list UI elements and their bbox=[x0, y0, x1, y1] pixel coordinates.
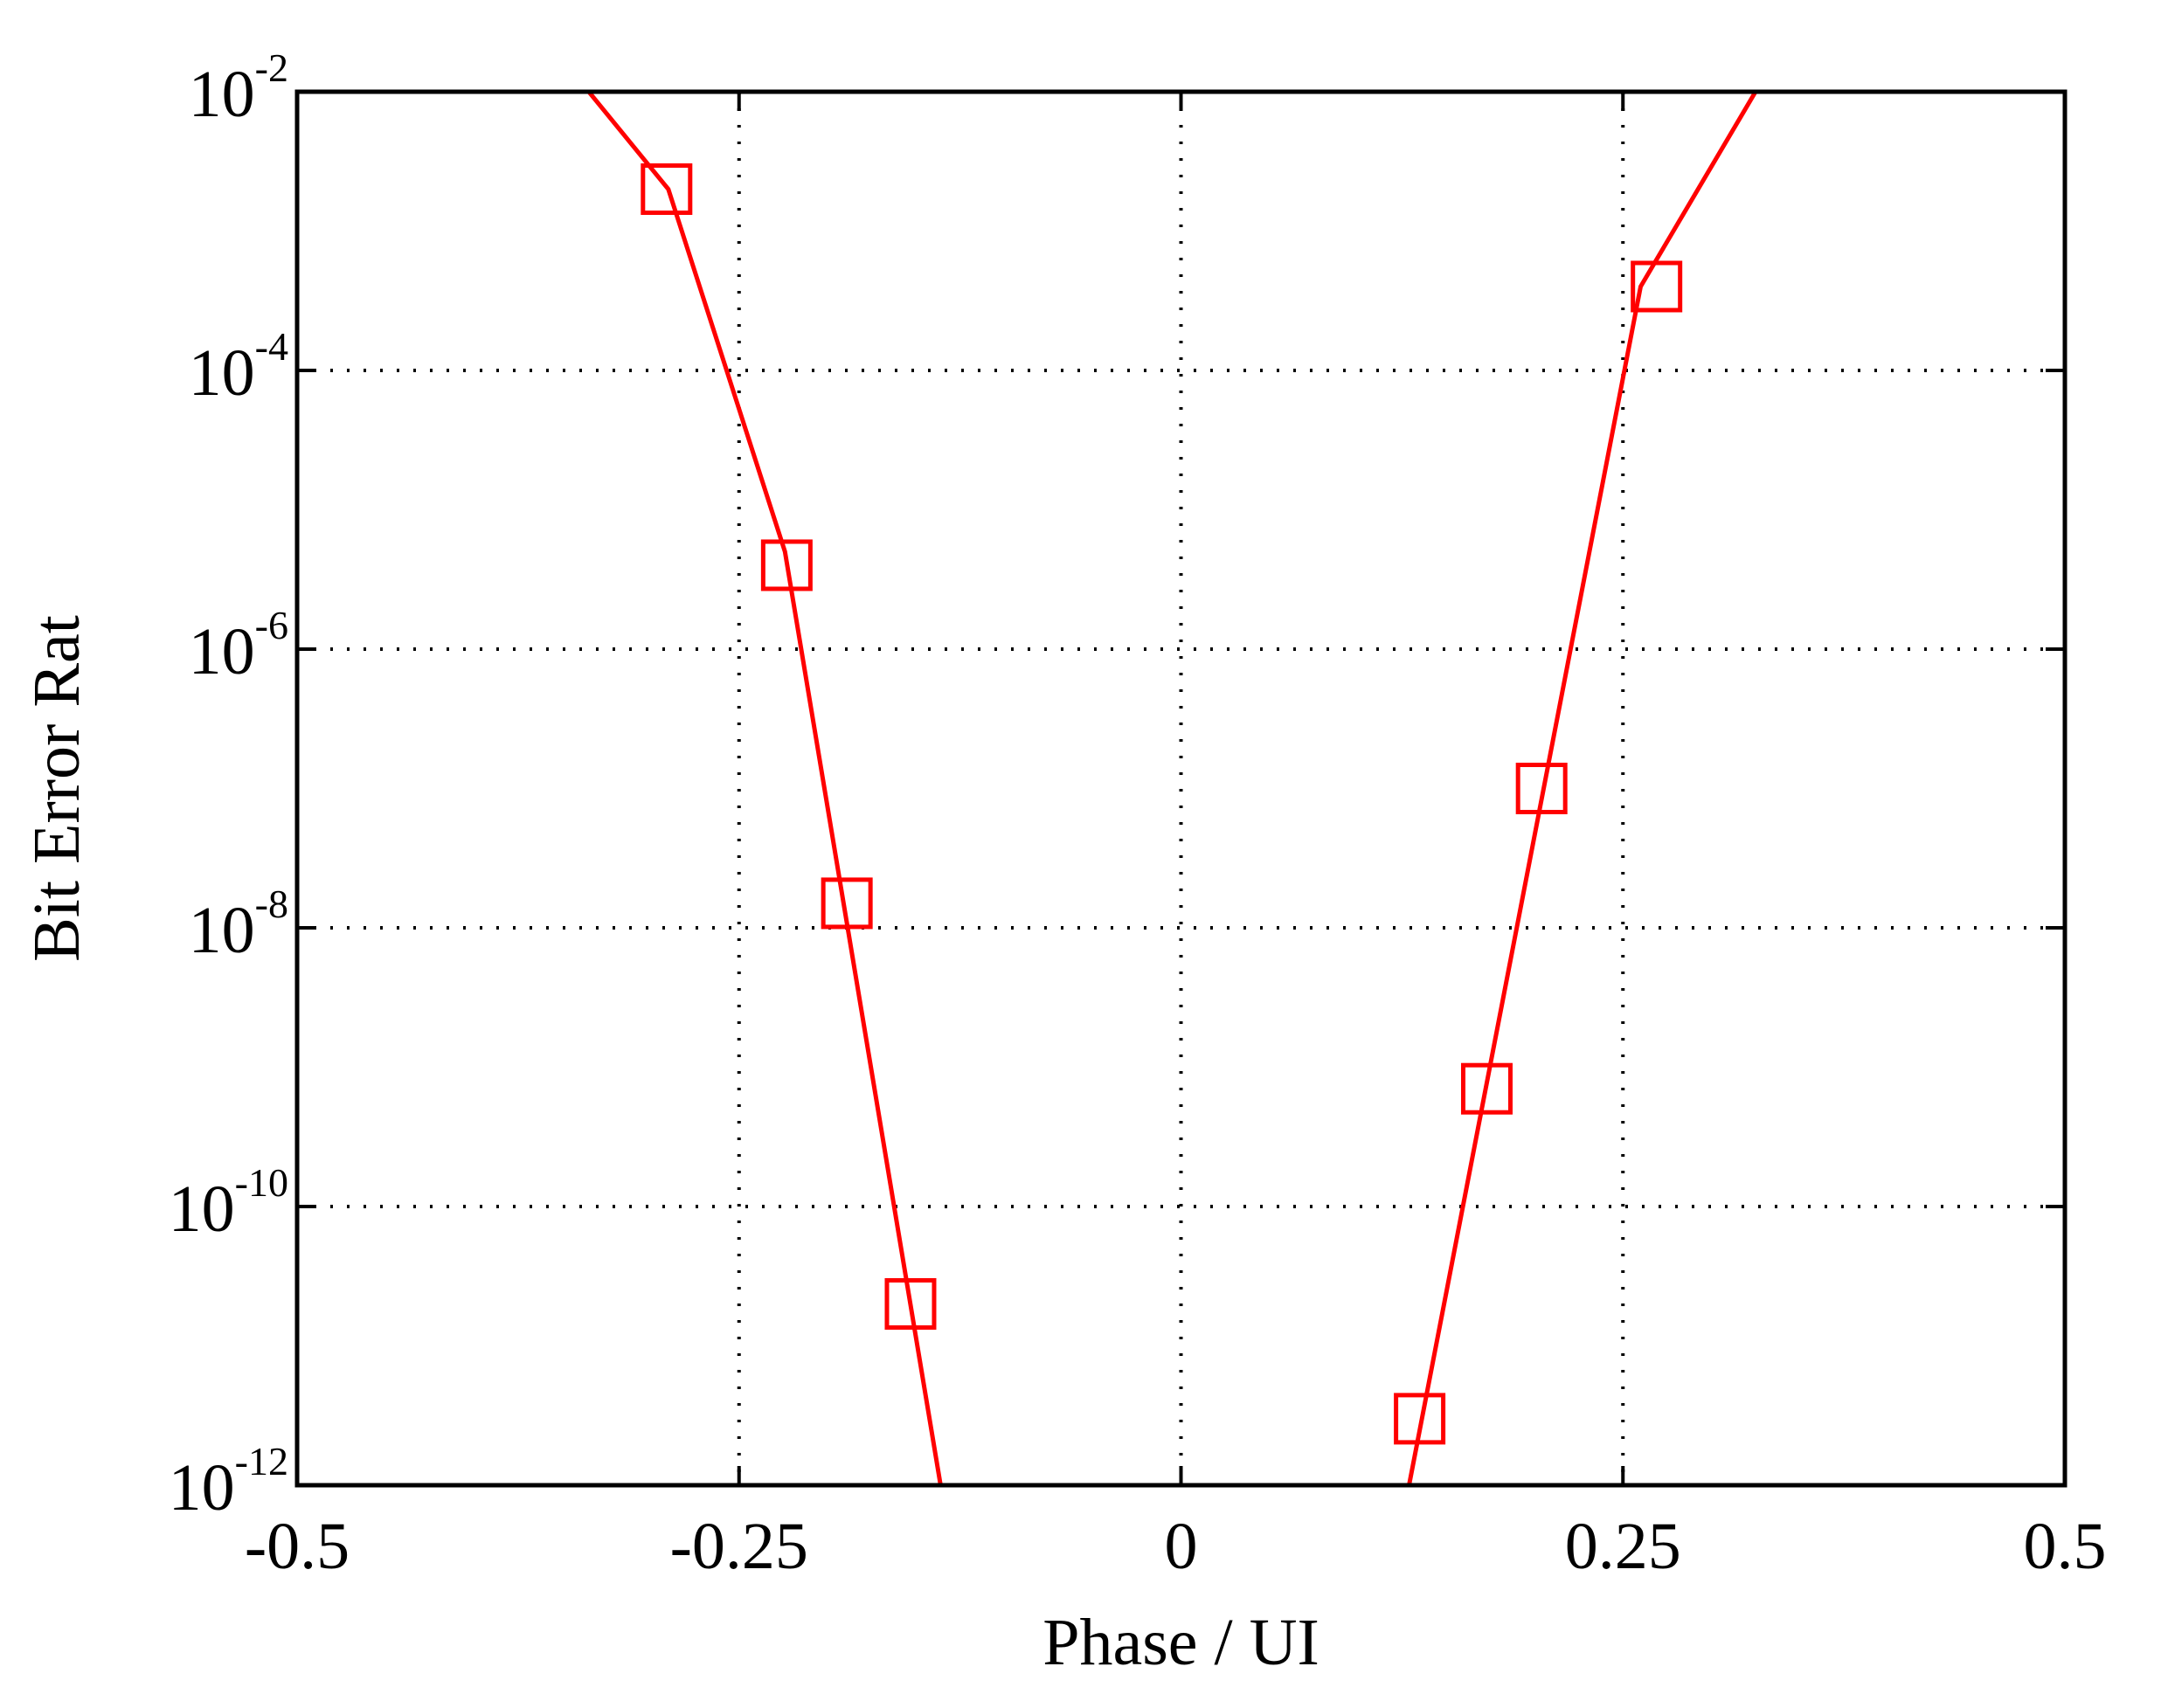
x-tick-label: 0.25 bbox=[1565, 1510, 1681, 1583]
tick-marks bbox=[297, 92, 2065, 1485]
series-line-right-fit bbox=[1407, 92, 1758, 1485]
data-point-left-measured bbox=[760, 539, 813, 591]
data-point-right-measured bbox=[1460, 1062, 1513, 1115]
y-tick-label: 10-4 bbox=[189, 324, 288, 410]
x-axis-label: Phase / UI bbox=[1042, 1606, 1319, 1679]
x-tick-label: -0.25 bbox=[670, 1510, 808, 1583]
y-tick-base: 10 bbox=[189, 336, 255, 410]
y-tick-label: 10-8 bbox=[189, 882, 288, 967]
x-tick-label: -0.5 bbox=[245, 1510, 350, 1583]
data-point-left-measured bbox=[641, 163, 693, 215]
data-point-right-measured bbox=[1515, 763, 1568, 814]
grid bbox=[297, 92, 2065, 1485]
data-point-left-measured bbox=[884, 1277, 937, 1330]
data-point-right-measured bbox=[1394, 1393, 1446, 1445]
y-tick-base: 10 bbox=[189, 58, 255, 131]
y-tick-label: 10-10 bbox=[169, 1160, 288, 1246]
y-tick-base: 10 bbox=[189, 894, 255, 967]
x-tick-label: 0 bbox=[1165, 1510, 1198, 1583]
y-tick-exponent: -2 bbox=[255, 45, 288, 90]
y-tick-exponent: -10 bbox=[235, 1160, 288, 1205]
x-tick-label: 0.5 bbox=[2024, 1510, 2107, 1583]
y-tick-exponent: -4 bbox=[255, 324, 288, 369]
y-tick-label: 10-12 bbox=[169, 1439, 288, 1525]
y-tick-exponent: -8 bbox=[255, 882, 288, 926]
y-tick-exponent: -6 bbox=[255, 603, 288, 647]
y-tick-label: 10-2 bbox=[189, 45, 288, 131]
y-tick-exponent: -12 bbox=[235, 1439, 288, 1483]
x-tick-labels: -0.5 -0.25 0 0.25 0.5 bbox=[245, 1510, 2107, 1583]
y-axis-label: Bit Error Rat bbox=[20, 615, 94, 962]
y-tick-base: 10 bbox=[169, 1172, 235, 1246]
y-tick-label: 10-6 bbox=[189, 603, 288, 688]
series-line-left-fit bbox=[586, 92, 943, 1485]
y-tick-base: 10 bbox=[189, 615, 255, 688]
y-tick-base: 10 bbox=[169, 1451, 235, 1525]
series-layer bbox=[586, 92, 1758, 1485]
plot-frame bbox=[294, 89, 2067, 1488]
